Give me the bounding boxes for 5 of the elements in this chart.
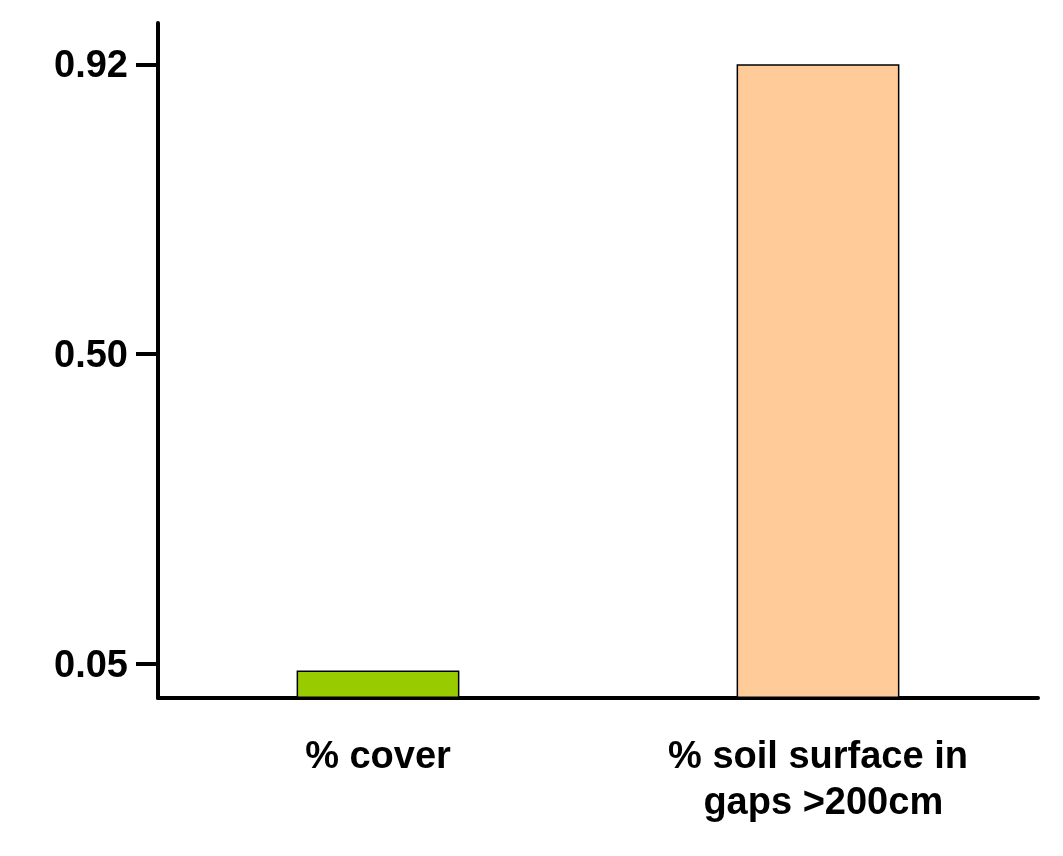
y-tick-label: 0.50 [54, 332, 128, 375]
x-tick-label: % soil surface in gaps >200cm [668, 734, 968, 822]
y-tick-label: 0.05 [54, 642, 128, 685]
x-tick-label: % cover [305, 734, 452, 776]
y-tick-label: 0.92 [54, 43, 128, 86]
